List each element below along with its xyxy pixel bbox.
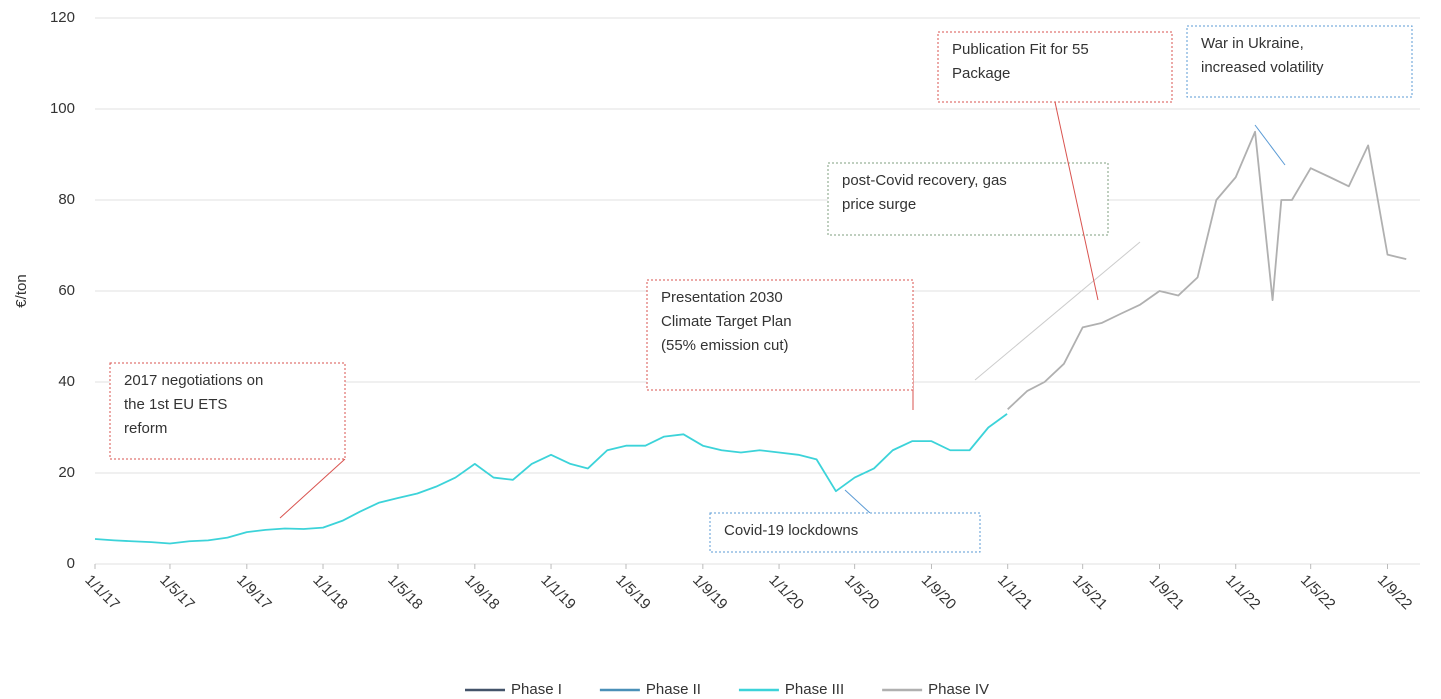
annotation-text: the 1st EU ETS [124,396,227,413]
x-tick-label: 1/1/22 [1222,572,1264,614]
y-tick-label: 60 [58,282,75,299]
annotation-leader [279,458,346,519]
x-tick-label: 1/9/18 [461,572,503,614]
x-tick-label: 1/5/21 [1069,572,1111,614]
annotation-box [827,162,1109,236]
x-tick-label: 1/9/20 [918,572,960,614]
annotation-leader [1254,124,1286,166]
x-tick-label: 1/9/17 [233,572,275,614]
x-tick-label: 1/5/19 [612,572,654,614]
annotation-text: (55% emission cut) [661,337,789,354]
x-tick-label: 1/1/20 [765,572,807,614]
x-tick-label: 1/9/21 [1146,572,1188,614]
annotation-text: post-Covid recovery, gas [842,172,1007,189]
y-tick-label: 20 [58,464,75,481]
x-tick-label: 1/1/17 [81,572,123,614]
data-line [1007,130,1407,410]
annotation-box [709,512,981,553]
x-tick-label: 1/1/19 [537,572,579,614]
y-tick-label: 100 [50,100,75,117]
legend-label: Phase III [785,681,844,698]
legend-label: Phase IV [928,681,989,698]
annotation-text: increased volatility [1201,59,1324,76]
y-tick-label: 80 [58,191,75,208]
annotation-box [937,31,1173,103]
x-tick-label: 1/9/22 [1374,572,1416,614]
annotation-text: 2017 negotiations on [124,372,263,389]
x-tick-label: 1/5/18 [384,572,426,614]
y-tick-label: 120 [50,9,75,26]
annotation-text: Presentation 2030 [661,289,783,306]
annotation-text: Climate Target Plan [661,313,792,330]
x-tick-label: 1/5/22 [1297,572,1339,614]
annotation-leader [974,241,1141,381]
y-tick-label: 0 [67,555,75,572]
x-tick-label: 1/5/17 [156,572,198,614]
x-tick-label: 1/5/20 [841,572,883,614]
y-tick-label: 40 [58,373,75,390]
annotation-box [646,279,914,391]
annotation-box [109,362,346,460]
x-tick-label: 1/9/19 [689,572,731,614]
annotation-leader [1054,101,1099,301]
annotation-text: Publication Fit for 55 [952,41,1089,58]
x-tick-label: 1/1/18 [309,572,351,614]
annotation-box [1186,25,1413,98]
annotation-text: War in Ukraine, [1201,35,1304,52]
legend-label: Phase II [646,681,701,698]
x-tick-label: 1/1/21 [994,572,1036,614]
annotation-text: reform [124,420,167,437]
annotation-text: Covid-19 lockdowns [724,522,858,539]
annotation-text: price surge [842,196,916,213]
y-axis-label: €/ton [13,274,30,307]
data-line [94,413,1008,545]
annotation-leader [844,489,871,514]
annotation-text: Package [952,65,1010,82]
legend-label: Phase I [511,681,562,698]
